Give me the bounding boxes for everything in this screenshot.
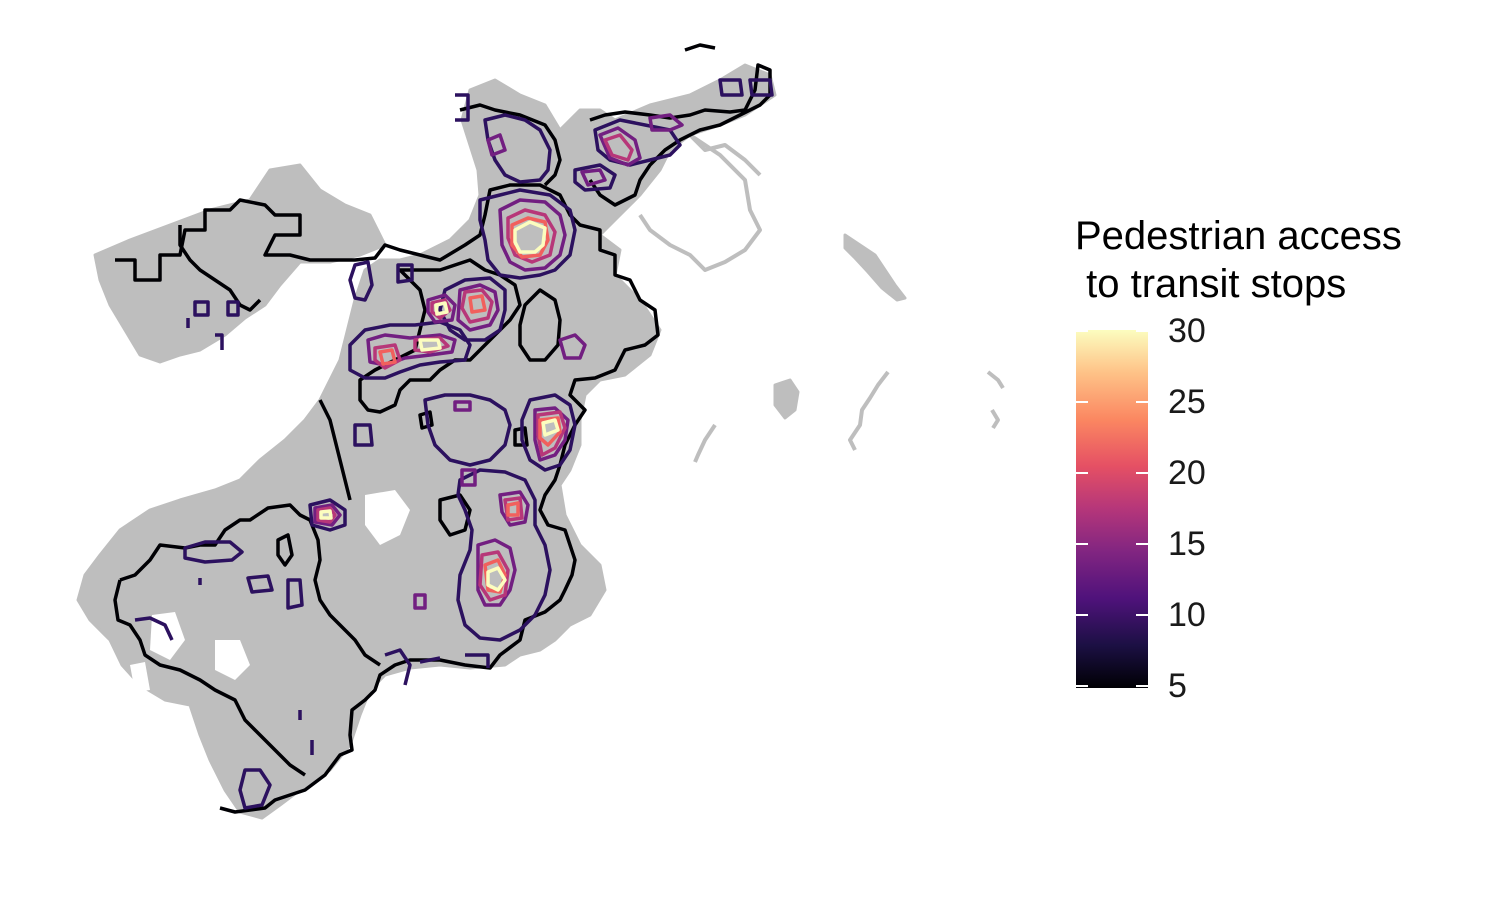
contour-lines-mid [134, 78, 774, 810]
legend-tick-mark [1136, 472, 1148, 474]
legend-tick-mark [1136, 685, 1148, 687]
contour-level-30 [513, 220, 547, 254]
contour-level-10 [483, 113, 552, 184]
legend-title: Pedestrian access to transit stops [1075, 214, 1402, 306]
legend-tick-mark [1136, 330, 1148, 332]
street-area-airport [638, 133, 762, 272]
legend-tick-mark [1136, 614, 1148, 616]
map-holes [130, 490, 410, 692]
contour-level-5 [115, 183, 660, 814]
contour-level-25 [510, 216, 550, 259]
island-6 [990, 408, 1000, 430]
island-4 [693, 423, 717, 463]
legend-color-bar [1076, 330, 1148, 688]
legend-tick-mark [1076, 401, 1088, 403]
street-network [76, 43, 1005, 820]
legend-tick-mark [1076, 472, 1088, 474]
island-1 [843, 233, 907, 302]
legend-tick-mark [1076, 543, 1088, 545]
legend-tick-label: 15 [1168, 525, 1206, 563]
legend-tick-label: 20 [1168, 454, 1206, 492]
legend-tick-mark [1076, 614, 1088, 616]
street-area-north [76, 63, 777, 820]
legend-tick-mark [1076, 685, 1088, 687]
island-2 [773, 378, 800, 420]
contour-lines-high [313, 113, 684, 610]
street-area-west [93, 163, 387, 364]
legend-tick-label: 5 [1168, 667, 1187, 705]
legend-tick-mark [1076, 330, 1088, 332]
island-3 [848, 370, 890, 451]
legend-tick-label: 30 [1168, 312, 1206, 350]
contour-level-15 [498, 198, 567, 272]
legend-tick-mark [1136, 543, 1148, 545]
legend-tick-label: 25 [1168, 383, 1206, 421]
legend-tick-label: 10 [1168, 596, 1206, 634]
legend-tick-mark [1136, 401, 1148, 403]
island-5 [986, 370, 1005, 390]
contour-lines [113, 43, 772, 814]
